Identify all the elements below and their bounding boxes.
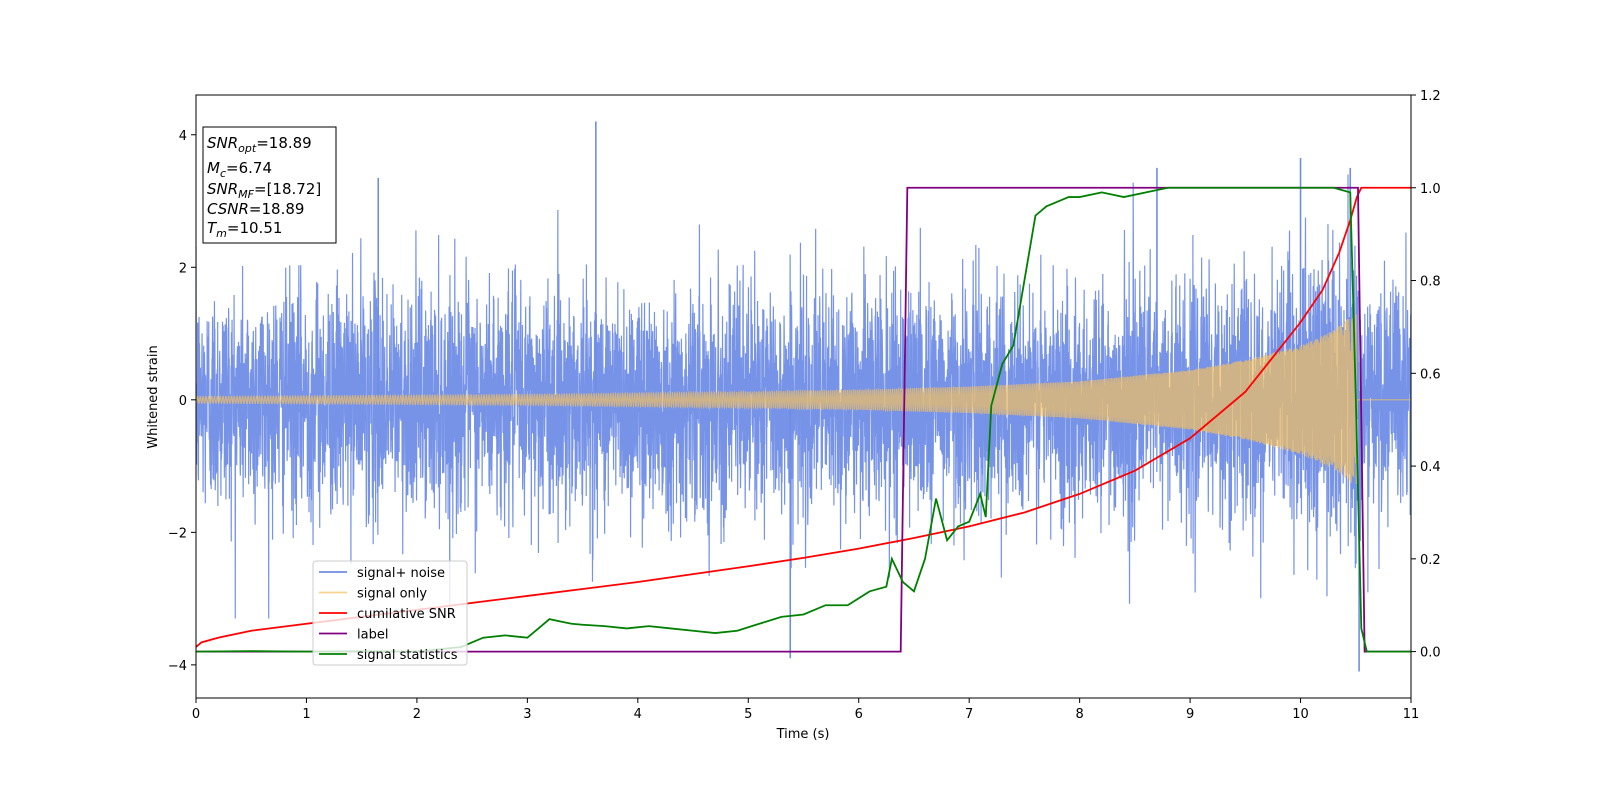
x-tick-label: 8	[1075, 707, 1083, 722]
y-right-tick-label: 1.2	[1420, 89, 1441, 104]
x-axis-title: Time (s)	[776, 727, 830, 742]
y-left-tick-label: 2	[179, 261, 187, 276]
annotation-value: =18.89	[256, 134, 312, 152]
x-axis: 0 1 2 3 4 5 6 7 8 9 10 11	[192, 698, 1419, 722]
y-right-tick-label: 0.6	[1420, 367, 1441, 382]
y-right-tick-label: 0.0	[1420, 646, 1441, 661]
x-tick-label: 11	[1403, 707, 1420, 722]
x-tick-label: 4	[634, 707, 642, 722]
legend-frame	[312, 560, 468, 666]
x-tick-label: 10	[1292, 707, 1309, 722]
annotation-line: SNRopt=18.89	[207, 134, 312, 155]
x-tick-label: 7	[965, 707, 973, 722]
annotation-frame	[202, 126, 337, 244]
plot-frame	[195, 94, 1412, 699]
y-right-tick-label: 0.8	[1420, 275, 1441, 290]
y-right-tick-label: 0.4	[1420, 460, 1441, 475]
annotation-symbol: SNR	[207, 134, 238, 152]
annotation-subscript: m	[216, 227, 227, 240]
x-tick-label: 3	[523, 707, 531, 722]
legend-label: cumilative SNR	[357, 607, 456, 622]
legend-label: signal+ noise	[357, 566, 445, 581]
series-signal-only-line	[196, 314, 1411, 485]
x-tick-label: 0	[192, 707, 200, 722]
x-tick-label: 2	[413, 707, 421, 722]
x-tick-label: 5	[744, 707, 752, 722]
annotation-symbol: M	[207, 159, 220, 177]
annotation-value: =10.51	[227, 219, 283, 237]
y-right-tick-label: 0.2	[1420, 553, 1441, 568]
y-axis-title: Whitened strain	[146, 345, 161, 448]
annotation-symbol: T	[207, 219, 218, 237]
annotation-symbol: CSNR	[207, 200, 249, 218]
series-signal-noise-line	[196, 174, 1411, 619]
annotation-box: SNRopt=18.89Mc=6.74SNRMF=[18.72]CSNR=18.…	[202, 126, 337, 244]
y-axis-left: −4 −2 0 2 4	[168, 129, 196, 674]
y-axis-right: 0.0 0.2 0.4 0.6 0.8 1.0 1.2	[1411, 89, 1441, 661]
annotation-value: =[18.72]	[254, 180, 321, 198]
legend-label: signal only	[357, 587, 427, 602]
legend-label: signal statistics	[357, 648, 458, 663]
annotation-value: =6.74	[226, 159, 272, 177]
annotation-line: SNRMF=[18.72]	[207, 180, 321, 201]
x-tick-label: 9	[1186, 707, 1194, 722]
series-signal-statistics-line	[196, 186, 1411, 653]
y-left-tick-label: 4	[179, 129, 187, 144]
y-left-tick-label: −2	[168, 526, 187, 541]
legend: signal+ noise signal only cumilative SNR la…	[312, 560, 468, 666]
legend-label: label	[357, 628, 388, 643]
annotation-value: =18.89	[249, 200, 305, 218]
y-left-tick-label: −4	[168, 659, 187, 674]
annotation-subscript: opt	[238, 142, 257, 155]
annotation-symbol: SNR	[207, 180, 238, 198]
annotation-line: Tm=10.51	[207, 219, 282, 240]
x-tick-label: 6	[855, 707, 863, 722]
annotation-subscript: c	[220, 167, 226, 180]
x-tick-label: 1	[302, 707, 310, 722]
y-right-tick-label: 1.0	[1420, 182, 1441, 197]
annotation-subscript: MF	[238, 188, 254, 201]
y-left-tick-label: 0	[179, 394, 187, 409]
annotation-line: Mc=6.74	[207, 159, 272, 180]
series-layer	[196, 121, 1411, 672]
annotation-line: CSNR=18.89	[207, 200, 304, 218]
